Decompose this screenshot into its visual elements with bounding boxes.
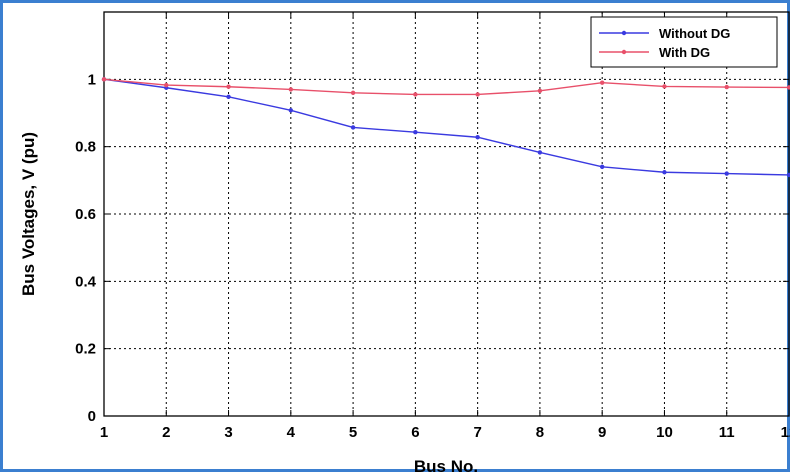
x-tick-label: 2 [162, 424, 170, 441]
data-point [724, 84, 729, 90]
data-point [599, 80, 605, 85]
x-tick-label: 7 [473, 424, 481, 441]
data-point [537, 88, 543, 93]
data-point [350, 125, 356, 130]
y-tick-label: 0.8 [75, 139, 96, 156]
legend-marker [621, 49, 627, 55]
y-tick-label: 0 [88, 408, 96, 425]
x-tick-label: 10 [656, 424, 673, 441]
data-point [226, 84, 231, 89]
y-tick-label: 0.2 [75, 341, 96, 358]
data-point [288, 87, 294, 92]
x-tick-label: 8 [536, 424, 544, 441]
data-point [413, 129, 418, 135]
series [101, 77, 790, 178]
legend-label: With DG [659, 45, 710, 60]
data-point [350, 90, 356, 96]
legend-box [590, 16, 778, 68]
x-tick-label: 11 [719, 424, 735, 441]
data-point [786, 172, 790, 178]
line-chart: 12345678910111200.20.40.60.81 Without DG… [19, 11, 790, 475]
x-tick-label: 5 [349, 424, 357, 441]
legend-label: Without DG [659, 26, 730, 41]
series-line-without-dg [103, 78, 790, 176]
data-point [537, 150, 543, 155]
data-point [288, 108, 294, 113]
series-line-with-dg [103, 78, 790, 96]
data-point [724, 171, 729, 176]
data-point [599, 164, 605, 170]
legend-marker [621, 30, 627, 36]
data-point [786, 85, 790, 90]
ticks: 12345678910111200.20.40.60.81 [75, 12, 790, 441]
data-point [475, 92, 480, 97]
data-point [413, 92, 418, 97]
grid [104, 12, 789, 416]
y-tick-label: 1 [88, 71, 96, 88]
data-point [226, 94, 231, 100]
data-point [475, 135, 480, 140]
x-tick-label: 9 [598, 424, 606, 441]
legend: Without DG With DG [590, 16, 778, 68]
x-tick-label: 4 [287, 424, 296, 441]
y-axis-title: Bus Voltages, V (pu) [19, 132, 38, 296]
data-point [164, 82, 169, 88]
x-tick-label: 6 [411, 424, 419, 441]
x-axis-title: Bus No. [414, 457, 478, 475]
data-point [101, 77, 107, 82]
y-tick-label: 0.4 [75, 273, 97, 290]
x-tick-label: 3 [224, 424, 232, 441]
y-tick-label: 0.6 [75, 206, 96, 223]
plot-area [103, 11, 790, 417]
data-point [662, 170, 667, 175]
data-point [662, 84, 667, 89]
x-tick-label: 12 [781, 424, 790, 441]
x-tick-label: 1 [100, 424, 108, 441]
